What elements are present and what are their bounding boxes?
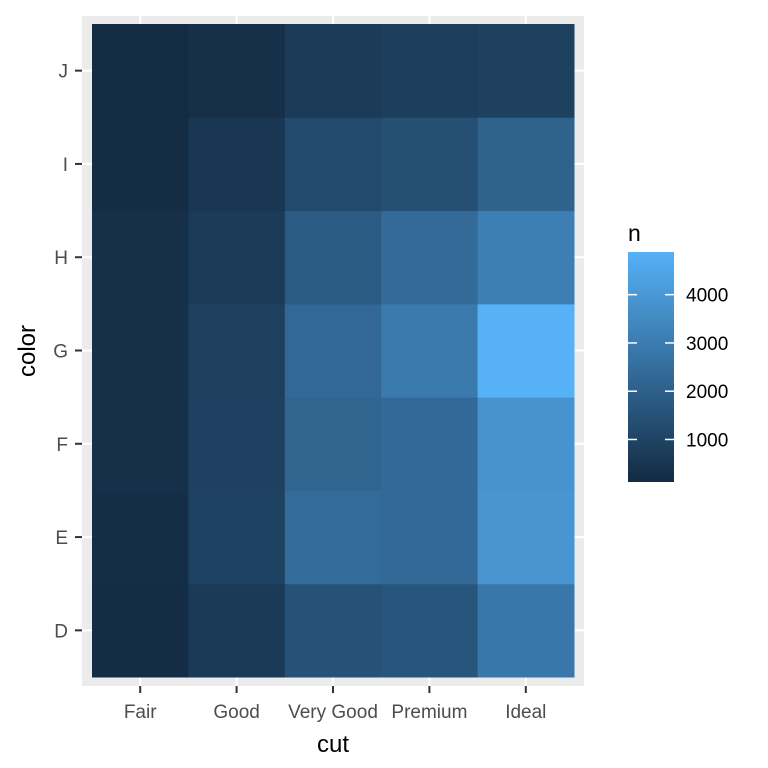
x-tick-label: Very Good (288, 702, 378, 723)
heatmap-tile (92, 397, 189, 491)
heatmap-tile (477, 24, 575, 118)
y-tick-label: F (56, 435, 68, 456)
x-tick-label: Fair (124, 702, 157, 723)
heatmap-tile (188, 303, 286, 398)
heatmap-tile (188, 117, 286, 212)
heatmap-tile (381, 583, 479, 678)
y-tick-label: D (54, 621, 68, 642)
color-legend: n 1000 2000 3000 4000 (628, 220, 728, 482)
y-tick-label: E (55, 528, 68, 549)
heatmap-tile (284, 490, 382, 585)
heatmap-tile (381, 24, 479, 118)
legend-colorbar (628, 252, 674, 482)
heatmap-tile (477, 583, 575, 678)
heatmap-tile (477, 117, 575, 212)
heatmap-tile (92, 210, 189, 305)
heatmap-tile (284, 117, 382, 212)
heatmap-tile (92, 583, 189, 678)
x-tick-label: Ideal (505, 702, 546, 723)
heatmap-tile (284, 210, 382, 305)
heatmap-tile (477, 490, 575, 585)
heatmap-tiles (92, 24, 575, 678)
heatmap-tile (477, 210, 575, 305)
y-tick-label: H (54, 248, 68, 269)
y-tick-label: J (59, 62, 69, 83)
heatmap-tile (188, 397, 286, 491)
heatmap-tile (477, 303, 575, 398)
heatmap-tile (477, 397, 575, 491)
x-tick-label: Premium (391, 702, 467, 723)
legend-ticks: 1000 2000 3000 4000 (628, 286, 728, 451)
y-tick-label: I (63, 155, 68, 176)
heatmap-tile (381, 117, 479, 212)
legend-tick-label: 2000 (686, 382, 728, 403)
heatmap-tile (92, 24, 189, 118)
legend-title: n (628, 220, 641, 246)
heatmap-tile (284, 583, 382, 678)
heatmap-tile (284, 24, 382, 118)
heatmap-tile (188, 210, 286, 305)
heatmap-tile (284, 303, 382, 398)
heatmap-tile (92, 303, 189, 398)
heatmap-tile (188, 24, 286, 118)
legend-tick-label: 4000 (686, 286, 728, 307)
x-tick-label: Good (213, 702, 259, 723)
heatmap-tile (381, 490, 479, 585)
heatmap-tile (92, 117, 189, 212)
heatmap-tile (188, 490, 286, 585)
x-axis-title: cut (317, 731, 349, 758)
y-axis-title: color (14, 325, 41, 377)
heatmap-tile (284, 397, 382, 491)
heatmap-tile (188, 583, 286, 678)
heatmap-tile (381, 397, 479, 491)
y-axis-ticks: D E F G H I J (53, 62, 82, 642)
heatmap-tile (381, 303, 479, 398)
y-tick-label: G (53, 342, 68, 363)
legend-tick-label: 3000 (686, 334, 728, 355)
x-axis-ticks: Fair Good Very Good Premium Ideal (124, 686, 546, 723)
heatmap-tile (92, 490, 189, 585)
heatmap-tile (381, 210, 479, 305)
legend-tick-label: 1000 (686, 430, 728, 451)
